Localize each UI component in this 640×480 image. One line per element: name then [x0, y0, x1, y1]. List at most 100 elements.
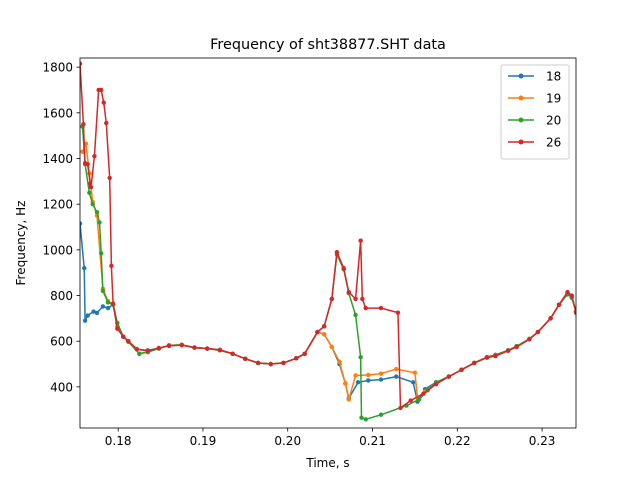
data-point — [137, 351, 142, 356]
data-point — [359, 415, 364, 420]
y-axis-label: Frequency, Hz — [14, 201, 28, 286]
data-point — [100, 288, 106, 294]
data-point — [366, 378, 371, 383]
data-point — [121, 334, 126, 339]
data-point — [101, 100, 106, 105]
data-point — [302, 351, 307, 356]
x-tick-label: 0.19 — [190, 434, 217, 448]
data-point — [204, 346, 210, 351]
legend-entry-19: 19 — [508, 92, 561, 106]
y-tick-label: 400 — [50, 380, 73, 394]
data-point — [353, 312, 358, 318]
legend: 18 19 20 26 — [500, 64, 570, 160]
x-axis-label: Time, s — [305, 456, 349, 470]
data-point — [573, 310, 576, 315]
data-point — [334, 249, 340, 255]
data-point — [156, 345, 162, 351]
x-tick-label: 0.18 — [105, 434, 132, 448]
y-tick-label: 1600 — [42, 106, 73, 120]
legend-entry-26: 26 — [508, 136, 561, 150]
data-point — [378, 305, 384, 311]
data-point — [80, 221, 83, 226]
data-point — [126, 339, 131, 344]
data-point — [110, 301, 116, 306]
data-point — [363, 417, 368, 422]
legend-label: 18 — [546, 70, 561, 84]
data-point — [355, 380, 361, 385]
data-point — [446, 374, 452, 379]
data-point — [459, 367, 464, 372]
data-point — [527, 337, 532, 342]
data-point — [92, 154, 97, 159]
data-point — [514, 344, 519, 350]
data-point — [100, 304, 106, 309]
y-tick-label: 1000 — [42, 243, 73, 257]
data-point — [294, 356, 299, 361]
data-point — [408, 398, 413, 403]
data-point — [337, 359, 342, 364]
data-point — [398, 405, 403, 411]
data-point — [556, 302, 562, 307]
data-point — [255, 360, 261, 366]
y-tick-label: 800 — [50, 289, 73, 303]
data-point — [87, 190, 92, 195]
series-26 — [80, 61, 576, 411]
data-point — [99, 251, 104, 256]
data-point — [192, 345, 197, 350]
data-point — [166, 343, 172, 348]
data-point — [569, 293, 574, 298]
data-point — [358, 355, 363, 360]
data-point — [217, 347, 223, 353]
data-point — [493, 353, 498, 359]
data-point — [321, 332, 327, 337]
plot-frame — [79, 57, 577, 429]
data-point — [548, 316, 553, 321]
data-point — [421, 391, 426, 396]
data-point — [472, 360, 477, 366]
data-point — [104, 120, 109, 126]
data-point — [145, 348, 151, 353]
data-point — [433, 381, 439, 387]
data-point — [90, 201, 95, 207]
data-point — [94, 310, 100, 316]
data-point — [94, 209, 100, 215]
data-point — [416, 397, 422, 402]
data-point — [82, 318, 88, 323]
data-point — [115, 326, 120, 331]
data-point — [329, 344, 335, 350]
y-tick-label: 1200 — [42, 198, 73, 212]
data-point — [378, 377, 384, 382]
data-point — [394, 366, 399, 372]
data-point — [412, 370, 418, 375]
x-tick-label: 0.21 — [359, 434, 386, 448]
data-point — [105, 300, 111, 305]
data-point — [358, 238, 363, 243]
legend-swatch-marker — [518, 117, 524, 123]
y-tick-label: 1800 — [42, 61, 73, 75]
data-point — [411, 380, 416, 385]
data-point — [268, 361, 273, 367]
data-point — [505, 348, 511, 353]
data-point — [360, 296, 365, 302]
data-point — [82, 265, 87, 271]
data-point — [346, 397, 351, 402]
legend-label: 19 — [546, 92, 561, 106]
data-point — [315, 329, 320, 335]
chart-title: Frequency of sht38877.SHT data — [210, 37, 446, 53]
data-point — [88, 184, 94, 190]
legend-swatch-marker — [518, 139, 524, 145]
data-point — [230, 351, 235, 356]
legend-label: 20 — [546, 114, 561, 128]
data-point — [80, 61, 83, 66]
data-point — [81, 122, 86, 127]
data-point — [179, 342, 184, 348]
data-point — [243, 356, 248, 361]
legend-entry-20: 20 — [508, 114, 561, 128]
data-point — [281, 360, 286, 366]
data-point — [107, 175, 112, 181]
data-point — [134, 347, 140, 352]
legend-entry-18: 18 — [508, 70, 561, 84]
legend-swatch-marker — [518, 73, 524, 79]
legend-box — [500, 64, 570, 160]
data-point — [97, 220, 102, 225]
